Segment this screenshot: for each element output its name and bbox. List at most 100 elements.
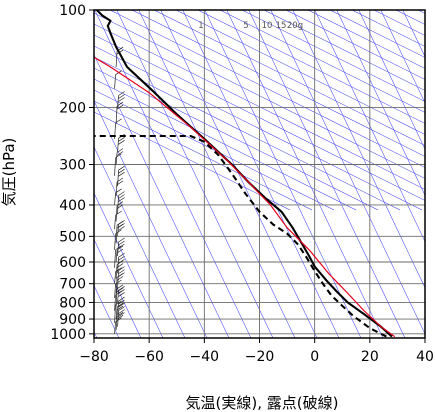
- skewed-isotherm: [314, 10, 425, 243]
- wind-barb-shaft: [115, 51, 118, 68]
- wind-barb-flag: [118, 97, 125, 102]
- mixing-ratio-label: 1: [198, 21, 203, 31]
- wind-barb: [117, 286, 125, 303]
- skewed-isotherm: [138, 10, 296, 338]
- wind-barb-flag: [118, 302, 125, 308]
- x-tick-label: −80: [79, 349, 109, 365]
- wind-barb-shaft: [114, 215, 116, 230]
- wind-barb: [117, 252, 125, 274]
- x-tick-label: −20: [245, 349, 275, 365]
- diagonal-line: [329, 10, 425, 58]
- wind-barb: [117, 191, 125, 214]
- wind-barb-flag: [118, 266, 125, 271]
- wind-barb-flag: [118, 252, 125, 258]
- x-axis-title: 気温(実線), 露点(破線): [186, 394, 339, 412]
- wind-barb-flag: [118, 165, 125, 171]
- y-tick-label: 1000: [50, 327, 86, 343]
- wind-barb-shaft: [115, 205, 118, 222]
- y-tick-label: 900: [59, 312, 86, 328]
- wind-barb-shaft: [117, 138, 119, 153]
- diagonal-line: [94, 111, 291, 211]
- skewed-isotherm: [270, 10, 425, 335]
- skewed-isotherm: [94, 100, 208, 338]
- wind-barb-flag: [118, 168, 125, 174]
- wind-barbs: [114, 46, 125, 334]
- wind-barb-shaft: [115, 306, 118, 320]
- diagonal-line: [263, 10, 425, 91]
- x-tick-label: 40: [416, 349, 434, 365]
- skewed-isotherm: [248, 10, 406, 338]
- x-tick-label: −40: [190, 349, 220, 365]
- wind-barb-shaft: [114, 283, 116, 299]
- diagonal-line: [94, 23, 425, 190]
- wind-barb-shaft: [117, 95, 119, 108]
- diagonal-line: [373, 10, 425, 36]
- wind-barb-flag: [118, 289, 125, 294]
- diagonal-line: [109, 10, 425, 168]
- diagonal-line: [94, 78, 357, 211]
- mixing-ratio-label: 10: [262, 21, 273, 31]
- wind-barb-flag: [118, 286, 125, 291]
- wind-barb-shaft: [117, 270, 119, 289]
- dewpoint-line: [94, 134, 387, 338]
- wind-barb-flag: [118, 94, 125, 99]
- wind-barb: [117, 237, 125, 257]
- wind-barb-flag: [118, 296, 125, 302]
- wind-barb-shaft: [117, 241, 119, 257]
- wind-barb: [117, 306, 125, 327]
- wind-barb-flag: [118, 299, 125, 305]
- wind-barb-shaft: [114, 321, 116, 334]
- wind-barb-flag: [118, 312, 125, 317]
- wind-barb-shaft: [115, 277, 118, 294]
- x-tick-label: 0: [310, 349, 319, 365]
- diagonal-line: [241, 10, 425, 102]
- diagonal-line: [131, 10, 425, 157]
- diagonal-line: [197, 10, 425, 124]
- y-tick-label: 400: [59, 198, 86, 214]
- wind-barb-shaft: [115, 288, 118, 307]
- wind-barb-flag: [116, 284, 124, 290]
- y-tick-label: 300: [59, 158, 86, 174]
- skewed-isotherm: [204, 10, 362, 338]
- mixing-ratio-label: 20g: [287, 21, 303, 31]
- wind-barb-flag: [118, 240, 125, 246]
- y-tick-label: 700: [59, 277, 86, 293]
- wind-barb-shaft: [117, 195, 119, 214]
- wind-barb: [117, 266, 125, 289]
- skewed-isotherm: [226, 10, 384, 338]
- y-tick-label: 100: [59, 3, 86, 19]
- wind-barb-shaft: [114, 157, 116, 176]
- wind-barb-flag: [118, 136, 125, 142]
- diagonal-line: [94, 89, 335, 211]
- wind-barb-flag: [118, 243, 125, 249]
- reference-curve-line: [94, 56, 396, 338]
- wind-barb-flag: [116, 104, 124, 110]
- profile-lines: [94, 10, 396, 338]
- wind-barb-flag: [118, 309, 125, 314]
- wind-barb-flag: [116, 148, 124, 153]
- wind-barb-flag: [115, 118, 122, 124]
- wind-barb-flag: [118, 237, 125, 243]
- diagonal-line: [94, 12, 425, 179]
- wind-barb-flag: [118, 223, 125, 228]
- wind-barb-flag: [118, 91, 125, 96]
- skewed-isotherm: [160, 10, 318, 338]
- wind-barb-shaft: [117, 257, 119, 274]
- wind-barb-shaft: [115, 264, 118, 279]
- skewed-isotherm: [94, 10, 252, 338]
- diagonal-line: [94, 56, 401, 211]
- wind-barb: [115, 148, 124, 165]
- x-tick-label: −60: [134, 349, 164, 365]
- wind-barb-flag: [118, 272, 125, 277]
- wind-barb-flag: [118, 220, 125, 225]
- wind-barb-flag: [118, 226, 125, 231]
- wind-barb-flag: [118, 171, 125, 177]
- wind-barb-flag: [118, 258, 125, 264]
- wind-barb-shaft: [114, 304, 116, 323]
- y-tick-label: 500: [59, 229, 86, 245]
- wind-barb-shaft: [114, 294, 116, 312]
- y-tick-label: 200: [59, 100, 86, 116]
- wind-barb-shaft: [114, 271, 116, 284]
